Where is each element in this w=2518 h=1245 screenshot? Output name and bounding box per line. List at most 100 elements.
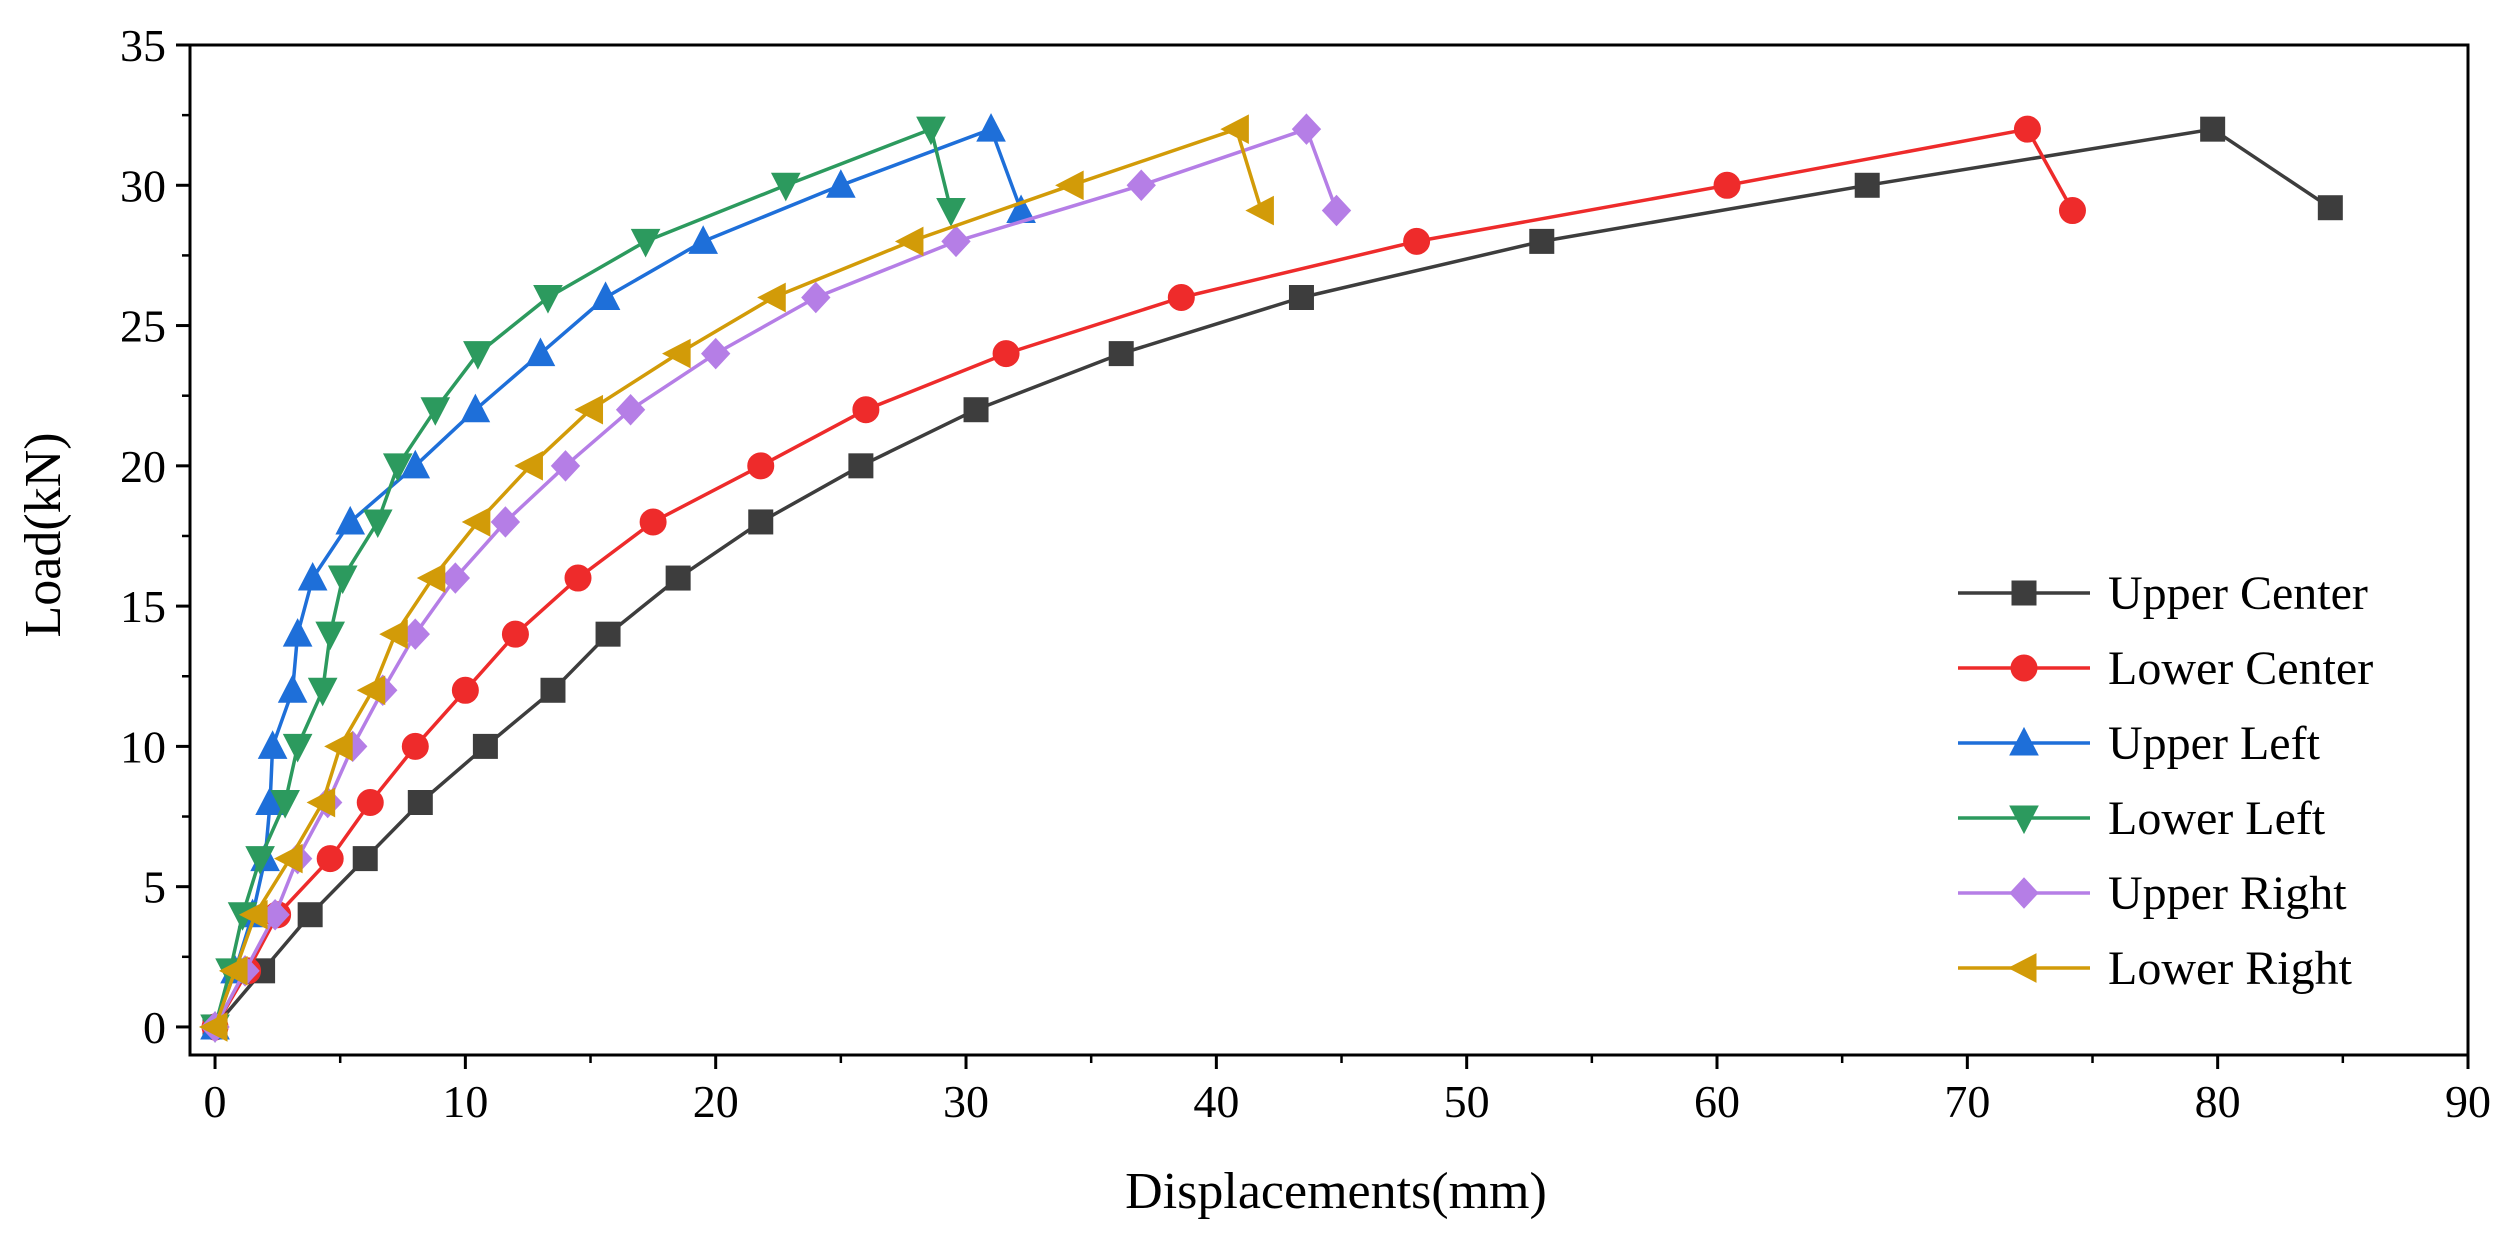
series-lower-left	[200, 116, 966, 1044]
data-point	[2058, 197, 2086, 225]
data-point	[2317, 195, 2343, 221]
plot-series	[198, 113, 2343, 1044]
data-point	[297, 902, 323, 928]
data-point	[400, 449, 431, 479]
data-point	[407, 790, 433, 815]
data-point	[270, 790, 300, 819]
data-point	[848, 453, 874, 479]
data-point	[574, 394, 604, 425]
series-line	[213, 127, 1339, 1028]
data-point	[639, 508, 667, 536]
x-tick-label: 0	[204, 1076, 227, 1127]
legend-label: Upper Left	[2108, 717, 2321, 770]
data-point	[916, 116, 946, 146]
data-point	[1288, 285, 1314, 310]
legend-item: Upper Left	[1958, 717, 2321, 770]
data-point	[382, 453, 413, 482]
x-tick-label: 70	[1944, 1076, 1990, 1127]
data-point	[198, 1012, 228, 1042]
legend-marker	[2011, 580, 2037, 606]
data-point	[963, 397, 989, 423]
data-point	[1321, 194, 1352, 227]
data-point	[1713, 171, 1741, 199]
data-point	[590, 281, 621, 310]
data-point	[941, 225, 971, 258]
data-point	[460, 393, 491, 423]
data-point	[257, 730, 288, 759]
series-line	[213, 127, 2075, 1028]
data-point	[420, 397, 451, 426]
data-point	[826, 169, 856, 198]
legend-label: Upper Center	[2108, 567, 2368, 620]
legend-item: Upper Center	[1958, 567, 2368, 620]
data-point	[335, 505, 366, 535]
data-point	[747, 452, 775, 480]
data-point	[2200, 116, 2226, 142]
legend-marker	[2010, 654, 2038, 682]
data-point	[472, 733, 498, 759]
y-tick-label: 20	[120, 441, 166, 492]
legend-marker	[2007, 953, 2037, 983]
series-upper-right	[200, 113, 1352, 1043]
legend-item: Lower Right	[1958, 942, 2353, 995]
x-axis-title: Displacements(mm)	[1125, 1163, 1547, 1220]
data-point	[1403, 227, 1431, 255]
data-point	[324, 731, 353, 762]
data-point	[306, 787, 336, 818]
data-point	[992, 340, 1020, 368]
data-point	[401, 732, 429, 760]
data-point	[297, 561, 328, 591]
data-point	[1108, 341, 1134, 367]
legend: Upper Center Lower Center Upper Left Lower …	[1958, 567, 2373, 995]
data-point	[852, 396, 880, 424]
data-point	[218, 956, 248, 986]
data-point	[2013, 115, 2041, 143]
data-point	[282, 618, 313, 647]
x-tick-label: 40	[1193, 1076, 1239, 1127]
y-tick-label: 30	[120, 160, 166, 211]
data-point	[356, 789, 384, 816]
data-point	[440, 562, 471, 594]
data-point	[461, 507, 491, 537]
data-point	[463, 341, 493, 370]
legend-item: Lower Center	[1958, 642, 2373, 695]
series-upper-center	[202, 116, 2343, 1040]
data-point	[352, 846, 378, 872]
x-tick-label: 10	[442, 1076, 488, 1127]
data-point	[550, 450, 581, 482]
data-point	[1055, 170, 1084, 201]
legend-label: Lower Right	[2108, 942, 2353, 995]
data-point	[379, 619, 408, 649]
data-point	[801, 281, 831, 314]
legend-item: Upper Right	[1958, 867, 2347, 920]
y-axis-title: Load(kN)	[15, 432, 72, 637]
data-point	[770, 172, 801, 202]
data-point	[1126, 169, 1156, 202]
data-point	[757, 282, 786, 313]
data-point	[416, 563, 446, 593]
y-tick-label: 0	[143, 1002, 166, 1053]
legend-label: Lower Center	[2108, 642, 2373, 695]
data-point	[665, 565, 691, 591]
data-point	[238, 899, 268, 930]
data-point	[533, 285, 563, 314]
data-point	[630, 228, 661, 258]
data-point	[662, 338, 691, 369]
series-lower-center	[201, 115, 2086, 1041]
legend-item: Lower Left	[1958, 792, 2326, 845]
plot-frame	[188, 43, 2470, 1057]
legend-marker	[2009, 726, 2039, 756]
data-point	[277, 674, 308, 703]
data-point	[501, 620, 529, 648]
data-point	[316, 845, 344, 873]
legend-label: Lower Left	[2108, 792, 2326, 845]
data-point	[1529, 228, 1555, 254]
data-point	[1167, 284, 1195, 311]
x-tick-label: 90	[2445, 1076, 2491, 1127]
data-point	[976, 113, 1006, 142]
data-point	[451, 676, 479, 704]
legend-marker	[2009, 877, 2039, 909]
legend-label: Upper Right	[2108, 867, 2347, 920]
data-point	[1291, 113, 1322, 145]
